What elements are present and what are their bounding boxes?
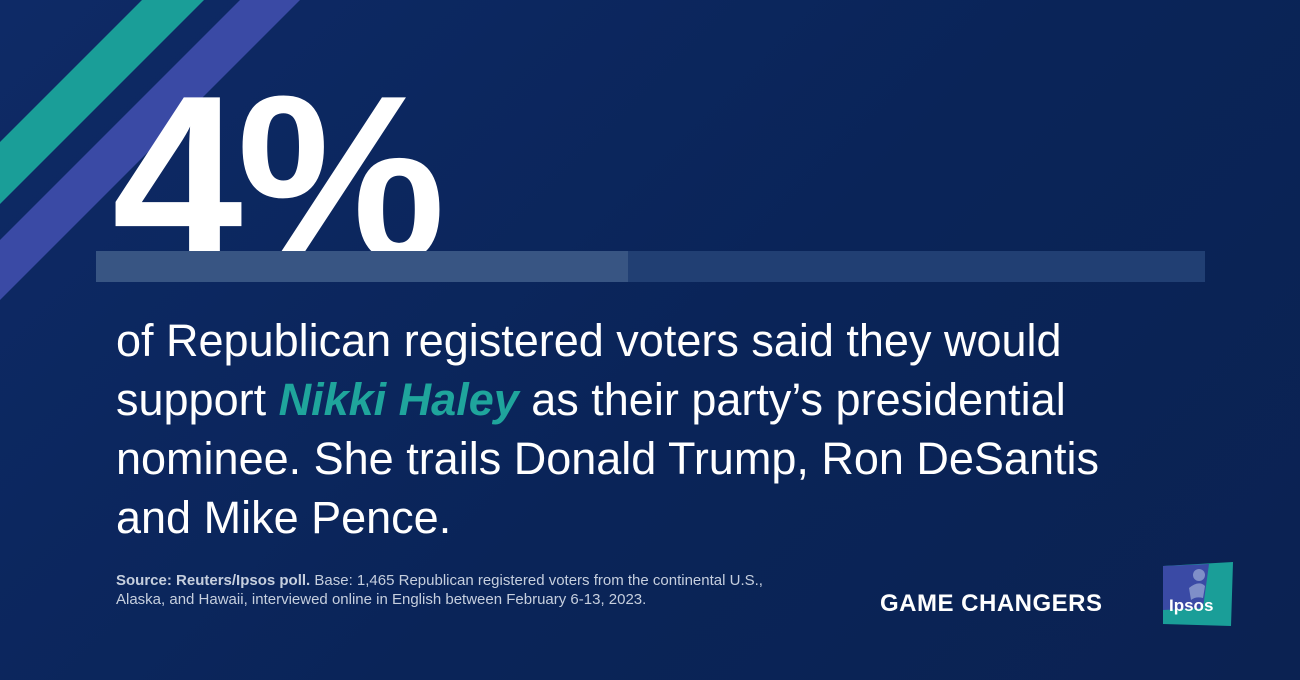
progress-bar-fill: [96, 251, 629, 282]
indigo-stripe: [0, 0, 300, 300]
teal-stripe: [0, 0, 204, 204]
statement-before: of Republican registered voters said the…: [116, 315, 1062, 425]
source-label: Source: Reuters/Ipsos poll.: [116, 572, 311, 589]
source-details: Base: 1,465 Republican registered voters…: [116, 572, 763, 608]
logo-text: Ipsos: [1169, 596, 1214, 615]
statement-text: of Republican registered voters said the…: [116, 311, 1176, 547]
tagline: GAME CHANGERS: [880, 590, 1103, 617]
candidate-name: Nikki Haley: [278, 374, 519, 425]
ipsos-logo-icon: [1163, 562, 1233, 626]
source-note: Source: Reuters/Ipsos poll. Base: 1,465 …: [116, 571, 776, 609]
progress-bar: [96, 251, 1205, 282]
decorative-stripes: [0, 0, 300, 300]
statement-after: as their party’s presidential nominee. S…: [116, 374, 1099, 543]
